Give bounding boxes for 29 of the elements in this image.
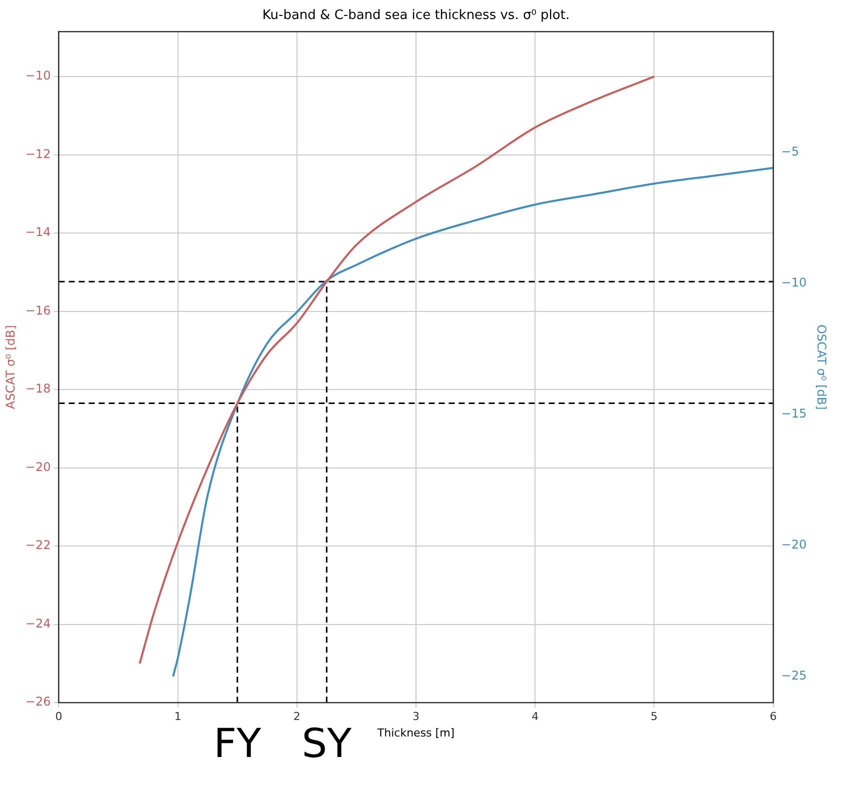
x-tick-label: 1 [174, 710, 182, 724]
chart-title: Ku-band & C-band sea ice thickness vs. σ⁰ plot. [262, 8, 570, 24]
annotation: SY [302, 720, 352, 767]
annotation: FY [214, 720, 262, 767]
y-tick-label: −24 [25, 616, 51, 630]
y-tick-label: −10 [25, 68, 51, 83]
y2-tick-label: −5 [781, 144, 799, 158]
x-tick-label: 4 [532, 710, 539, 724]
line-series [138, 76, 656, 664]
y-tick-label: −16 [25, 303, 51, 318]
y2-axis-title: OSCAT σ⁰ [dB] [814, 324, 829, 410]
y-axis-title: ASCAT σ⁰ [dB] [3, 325, 18, 410]
y-tick-label: −26 [25, 694, 51, 709]
x-tick-label: 0 [55, 710, 62, 724]
x-tick-label: 5 [650, 710, 658, 724]
line-series [172, 166, 774, 678]
y-tick-label: −18 [25, 382, 51, 396]
y2-tick-label: −20 [781, 537, 807, 552]
x-tick-label: 2 [293, 710, 300, 724]
y-tick-label: −12 [25, 146, 51, 161]
x-tick-label: 3 [412, 710, 420, 724]
y2-tick-label: −25 [781, 668, 807, 683]
y2-tick-label: −10 [781, 275, 807, 290]
y2-tick-label: −15 [781, 406, 807, 420]
x-tick-label: 6 [770, 710, 777, 724]
y-tick-label: −14 [25, 225, 51, 240]
x-axis-title: Thickness [m] [376, 726, 455, 740]
y-tick-label: −22 [25, 538, 51, 552]
y-tick-label: −20 [25, 460, 51, 474]
